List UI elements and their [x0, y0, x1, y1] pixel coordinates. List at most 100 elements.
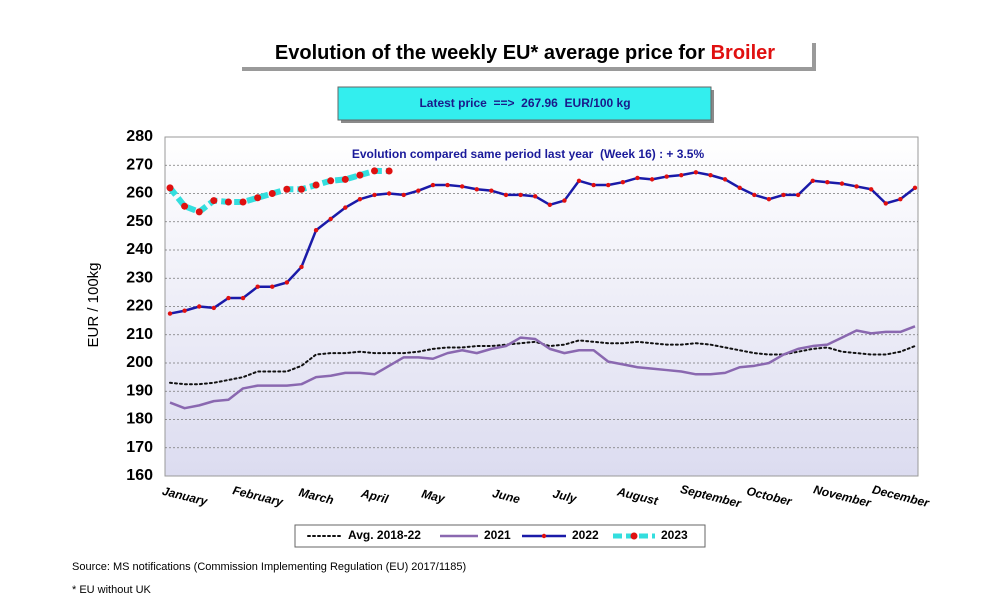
x-tick-label: March — [297, 485, 335, 507]
data-point — [474, 187, 479, 192]
data-point — [620, 180, 626, 185]
x-tick-label: July — [551, 486, 579, 506]
y-tick-label: 170 — [126, 439, 153, 456]
x-tick-label: April — [359, 486, 391, 507]
title-box — [238, 39, 812, 67]
data-point — [708, 172, 713, 178]
y-tick-label: 180 — [126, 411, 153, 428]
data-point — [357, 196, 363, 202]
data-point — [883, 201, 888, 206]
data-point — [489, 188, 494, 193]
x-tick-label: October — [745, 484, 794, 509]
y-tick-label: 190 — [126, 382, 153, 399]
data-point — [635, 175, 640, 181]
data-point — [854, 184, 859, 189]
price-box — [337, 86, 712, 121]
data-point — [781, 192, 786, 198]
data-point — [839, 181, 845, 186]
data-point — [752, 192, 757, 198]
y-tick-label: 250 — [126, 213, 153, 230]
x-tick-label: February — [231, 483, 285, 509]
data-point — [312, 181, 320, 189]
data-point — [445, 182, 450, 188]
data-point — [693, 170, 699, 175]
data-point — [912, 185, 918, 191]
data-point — [224, 198, 232, 206]
x-tick-label: June — [491, 486, 522, 506]
data-point — [356, 171, 364, 179]
legend-label: 2021 — [484, 528, 511, 542]
data-point — [547, 202, 553, 207]
data-point — [371, 167, 379, 175]
annotation: Evolution compared same period last year… — [352, 147, 705, 161]
data-point — [166, 184, 174, 192]
data-point — [268, 190, 276, 197]
data-point — [385, 167, 393, 175]
y-tick-label: 220 — [126, 298, 153, 315]
data-point — [737, 185, 742, 191]
legend-label: 2023 — [661, 528, 688, 542]
data-point — [401, 192, 406, 198]
y-tick-label: 280 — [126, 128, 153, 145]
data-point — [182, 308, 187, 313]
title-text: Evolution of the weekly EU* average pric… — [275, 42, 705, 64]
data-point — [299, 264, 304, 270]
y-tick-label: 160 — [126, 467, 153, 484]
data-point — [532, 194, 538, 199]
legend — [294, 524, 706, 548]
data-point — [372, 192, 377, 198]
y-tick-label: 210 — [126, 326, 153, 343]
legend-label: Avg. 2018-22 — [348, 528, 421, 542]
y-tick-label: 260 — [126, 185, 153, 202]
data-point — [297, 185, 305, 193]
data-point — [386, 191, 392, 196]
data-point — [328, 216, 333, 222]
data-point — [810, 178, 815, 183]
chart-title: Evolution of the weekly EU* average pric… — [275, 42, 775, 64]
y-tick-label: 270 — [126, 156, 153, 173]
latest-price: Latest price ==> 267.96 EUR/100 kg — [419, 96, 630, 110]
data-point — [211, 305, 217, 311]
data-point — [591, 182, 596, 188]
data-point — [503, 192, 509, 198]
x-tick-label: November — [812, 482, 874, 510]
data-point — [197, 304, 202, 309]
data-point — [343, 205, 348, 210]
legend-marker — [541, 533, 547, 539]
data-point — [210, 197, 218, 205]
data-point — [313, 228, 319, 233]
legend-marker — [630, 532, 638, 540]
data-point — [518, 192, 523, 198]
data-point — [868, 187, 874, 192]
legend-label: 2022 — [572, 528, 599, 542]
data-point — [327, 177, 335, 185]
data-point — [562, 198, 567, 203]
data-point — [766, 196, 772, 202]
data-point — [430, 182, 436, 188]
data-point — [459, 184, 465, 189]
y-tick-label: 230 — [126, 269, 153, 286]
footnote: * EU without UK — [72, 584, 152, 596]
data-point — [679, 172, 684, 178]
data-point — [606, 182, 611, 188]
data-point — [254, 194, 262, 202]
y-tick-label: 240 — [126, 241, 153, 258]
data-point — [649, 177, 655, 182]
legend-items: Avg. 2018-22 2021 2022 2023 — [307, 528, 688, 542]
series-layer — [166, 167, 918, 410]
data-point — [226, 295, 231, 301]
series-line — [167, 167, 390, 215]
data-point — [576, 178, 582, 183]
x-tick-label: May — [420, 487, 447, 507]
data-point — [255, 284, 260, 289]
data-point — [825, 180, 830, 185]
source: Source: MS notifications (Commission Imp… — [72, 561, 466, 573]
series-line — [169, 325, 916, 410]
data-point — [195, 208, 203, 216]
data-point — [416, 188, 421, 193]
data-point — [240, 295, 246, 301]
x-tick-label: August — [615, 484, 660, 508]
data-point — [722, 177, 728, 182]
y-tick-label: 200 — [126, 354, 153, 371]
